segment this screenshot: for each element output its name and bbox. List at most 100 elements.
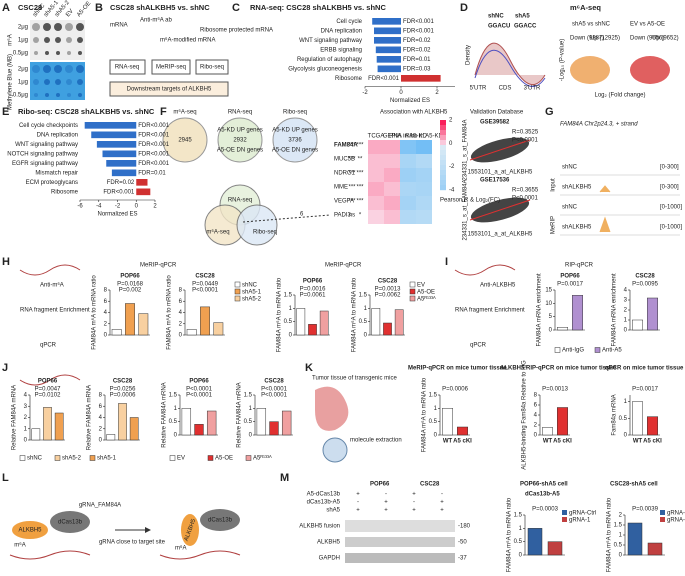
box [109,81,229,97]
legend-label: shNC [27,456,43,462]
bar [632,401,643,436]
label: m⁶A [175,545,186,552]
p-value: P<0.0001 [261,393,288,399]
bar [54,412,64,441]
tick-label: 0 [534,433,538,439]
fdr: FDR=0.02 [403,38,431,44]
label: * [359,213,362,219]
label: 1μg [18,38,28,44]
label: Input [551,178,557,192]
label: *** [348,157,356,163]
label: Ribo-seq [283,110,307,116]
bar [269,421,279,436]
axis-label: ALKBH5-binding Fam84a Relative to IgG [522,360,528,470]
tick-label: 4 [24,393,28,399]
label: dCas13b-A5 [307,500,341,506]
legend-swatch [89,455,96,461]
bar [91,131,137,139]
colorbar [440,125,446,131]
tick-label: 0.5 [284,319,293,325]
tube [322,437,348,463]
fdr: FDR<0.001 [138,142,170,148]
category: EGFR signaling pathway [12,161,78,167]
axis-label: FAM84A m⁶A to mRNA ratio [276,277,283,352]
tick-label: -4 [96,204,102,210]
label: qPCR [40,343,57,349]
label: EV [65,8,75,18]
label: FAM84A Chr2p24.3, + strand [560,122,638,128]
label: - [413,500,415,506]
category: WNT signaling pathway [15,142,78,148]
label: Ribosome protected mRNA [200,28,273,34]
label: 6 [300,212,304,218]
dot [78,93,82,97]
bar [84,122,137,129]
tick-label: 3 [24,404,28,410]
tick-label: 2 [435,90,439,96]
label: GAPDH [319,556,340,562]
bar [31,428,41,441]
heat-cell [416,140,432,154]
tick-label: 2 [534,423,538,429]
label: A5-KD UP genes [217,128,263,134]
axis-label: Normalized ES [390,98,430,104]
tick-label: 0.5 [244,419,253,425]
label: 1μg [18,80,28,86]
dot [32,23,40,31]
tick-label: 0 [519,553,523,559]
tick-label: 1 [174,406,178,412]
label: Anti-ALKBH5 [480,283,516,289]
bar [296,308,306,336]
label: -Log₁₀ (P-value) [560,39,566,82]
axis-label: FAM84A m⁶A to mRNA ratio [166,275,173,350]
panel-letter: M [280,472,289,484]
label: POP66-shA5 cell [520,482,568,488]
label: RNA-seq [228,198,252,204]
legend-swatch [554,347,561,353]
dot [66,37,72,43]
category: Ribosome [51,189,79,195]
label: R=0.3655 [512,188,539,194]
legend-swatch [660,517,665,522]
legend-swatch [562,517,567,522]
axis-label: FAM84A mRNA enrichment [537,273,543,346]
chart-title: CSC28 [264,379,284,385]
axis-label: FAM84A m⁶A to mRNA ratio [606,497,613,572]
axis-label: Relative FAM84A mRNA [12,385,18,450]
label: RNA fragment Enrichment [20,308,90,314]
label: dCas13b-A5 [525,492,560,498]
heat-cell [416,210,432,224]
colorbar [440,145,446,151]
category: A5 cKI [453,439,472,445]
label: shNC [562,165,578,171]
bar [118,403,127,441]
tick-label: 0 [364,333,368,339]
rna [19,264,516,386]
label: MUC5B [334,157,355,163]
label: Down (9887) [570,36,604,42]
fdr: FDR=0.02 [107,180,135,186]
label: 234331_s_at_FAM84A [463,179,469,240]
legend-swatch [234,288,241,295]
p-value: P=0.0102 [35,393,62,399]
bar [136,179,148,186]
bar [372,18,401,25]
label: shA5 vs shNC [572,22,611,28]
box [195,59,229,75]
category: ERBB signaling [320,47,362,53]
bar [43,407,52,441]
label: 0.5μg [13,93,28,99]
label: CSC28 [420,482,440,488]
legend-label: A5ᴿ¹³³ᴬ [417,295,436,303]
dot [33,79,39,85]
legend-swatch [234,295,241,302]
tick-label: 1.5 [284,293,293,299]
label: -180 [458,524,471,530]
label: - [385,492,387,498]
colorbar [440,185,446,191]
label: + [412,492,416,498]
label: ALKBH5 [18,528,42,534]
label: RNA in A5-KD [389,134,427,140]
tick-label: 4 [104,310,108,316]
